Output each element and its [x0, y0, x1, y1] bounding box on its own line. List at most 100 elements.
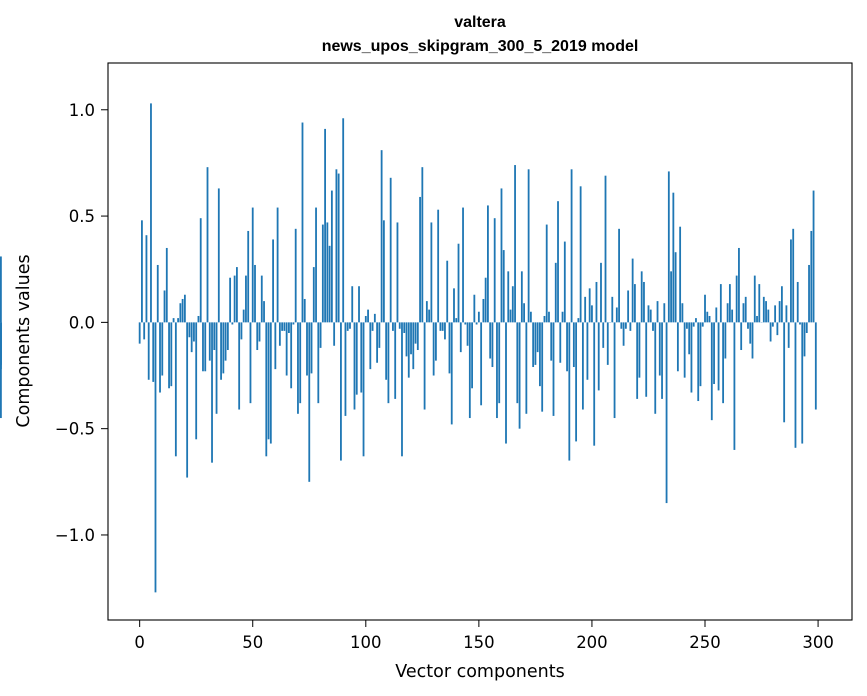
bar-78 — [315, 207, 317, 323]
bar-180 — [545, 224, 548, 323]
bar-102 — [369, 322, 372, 370]
bar-131 — [435, 322, 437, 361]
bar-95 — [353, 322, 356, 410]
bar-66 — [288, 322, 290, 333]
chart-title: valtera — [454, 14, 506, 31]
bar-142 — [459, 322, 462, 353]
bar-240 — [681, 303, 684, 323]
bar-148 — [473, 294, 476, 323]
bar-16 — [174, 322, 177, 457]
bar-262 — [731, 309, 734, 323]
y-tick-label-0-0: 0.0 — [69, 313, 95, 332]
bar-129 — [430, 222, 433, 323]
bar-19 — [181, 298, 184, 323]
bar-3 — [145, 235, 148, 323]
bar-87 — [335, 169, 338, 323]
bar-247 — [697, 322, 700, 402]
bar-184 — [554, 262, 557, 323]
bar-293 — [801, 322, 804, 444]
bar-206 — [604, 175, 607, 323]
bar-176 — [536, 322, 539, 353]
bar-98 — [360, 322, 363, 393]
bar-277 — [765, 301, 767, 323]
bar-245 — [692, 322, 695, 327]
bar-272 — [753, 275, 756, 323]
bar-286 — [785, 305, 788, 323]
bar-266 — [740, 322, 743, 351]
bar-123 — [416, 322, 419, 351]
bar-112 — [392, 322, 394, 331]
bar-135 — [444, 322, 446, 340]
x-tick-label-0: 0 — [134, 633, 145, 652]
x-tick-label-200: 200 — [576, 633, 608, 652]
bar-203 — [597, 322, 600, 391]
x-axis-label: Vector components — [395, 662, 564, 682]
bar-28 — [202, 322, 204, 372]
bar-197 — [584, 296, 587, 323]
bar-117 — [403, 322, 406, 333]
bar-77 — [312, 267, 315, 323]
bar-85 — [330, 190, 333, 323]
bar-167 — [516, 322, 519, 404]
bar-116 — [401, 322, 403, 457]
bar-243 — [688, 322, 691, 355]
bar-154 — [487, 205, 489, 323]
bar-256 — [717, 322, 720, 391]
bar-153 — [484, 277, 487, 323]
bar-248 — [699, 322, 702, 387]
bar-72 — [301, 122, 304, 323]
x-tick-label-100: 100 — [350, 633, 382, 652]
bar-202 — [595, 281, 598, 323]
bar-118 — [405, 322, 408, 357]
bar-296 — [808, 264, 810, 323]
chart-subtitle: news_upos_skipgram_300_5_2019 model — [322, 38, 639, 55]
bar-47 — [245, 275, 247, 323]
bar-undefined — [0, 256, 2, 323]
bar-101 — [367, 309, 369, 323]
bar-39 — [226, 322, 229, 351]
bar-21 — [186, 322, 189, 478]
bar-120 — [410, 322, 412, 355]
bar-20 — [183, 294, 186, 323]
bar-23 — [190, 322, 193, 353]
bar-4 — [147, 322, 150, 380]
bar-41 — [231, 322, 234, 325]
bar-151 — [480, 322, 483, 406]
bar-273 — [756, 315, 758, 323]
bar-183 — [552, 322, 555, 416]
bar-166 — [514, 165, 516, 323]
bar-44 — [238, 322, 241, 410]
bar-27 — [199, 218, 202, 323]
bar-259 — [724, 322, 727, 359]
bar-214 — [622, 322, 625, 346]
bar-174 — [532, 322, 535, 368]
y-tick-label-minus-0-5: −0.5 — [55, 420, 95, 439]
bar-152 — [482, 298, 485, 323]
x-tick-label-300: 300 — [802, 633, 834, 652]
bar-107 — [380, 150, 383, 323]
bar-191 — [570, 169, 573, 323]
bar-263 — [733, 322, 736, 450]
bar-undefined — [0, 322, 2, 419]
bar-67 — [290, 322, 293, 389]
bar-96 — [355, 322, 358, 395]
bar-210 — [613, 322, 616, 419]
bar-111 — [389, 177, 392, 323]
bar-254 — [713, 322, 715, 385]
bar-271 — [751, 322, 754, 359]
bar-56 — [265, 322, 268, 457]
bar-159 — [498, 322, 501, 404]
bar-244 — [690, 322, 693, 393]
bar-58 — [269, 322, 272, 444]
bar-9 — [159, 322, 161, 393]
y-tick-label-1-0: 1.0 — [69, 101, 95, 120]
bar-217 — [629, 322, 632, 331]
bar-52 — [256, 322, 259, 351]
bar-281 — [774, 305, 777, 323]
bar-149 — [475, 322, 478, 325]
bar-146 — [468, 322, 471, 419]
bar-17 — [177, 318, 180, 323]
bar-205 — [602, 322, 605, 348]
bar-139 — [453, 288, 455, 323]
